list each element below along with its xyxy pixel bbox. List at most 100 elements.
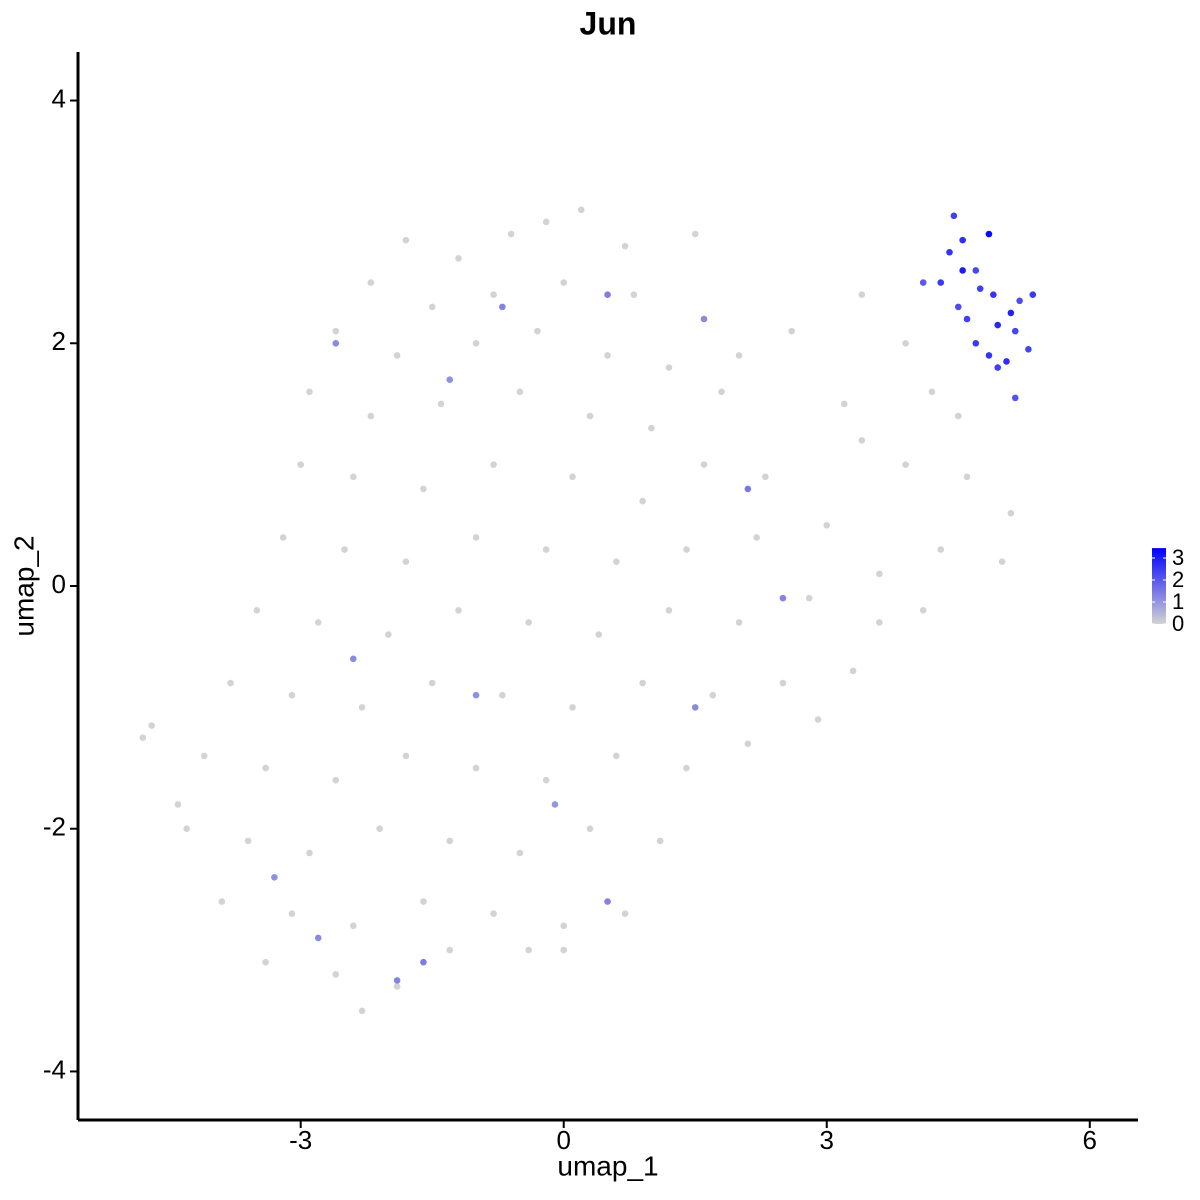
point <box>402 236 410 244</box>
point <box>472 339 480 347</box>
point <box>700 315 708 323</box>
point <box>560 279 568 286</box>
point <box>954 303 962 311</box>
point <box>959 267 966 274</box>
point <box>183 825 191 833</box>
point <box>849 667 857 675</box>
point <box>691 230 699 238</box>
point <box>691 704 699 711</box>
point <box>613 752 620 760</box>
point <box>902 339 909 347</box>
point <box>376 825 383 833</box>
point <box>858 437 866 444</box>
point <box>683 764 690 772</box>
point <box>525 946 532 954</box>
point <box>499 691 506 699</box>
point <box>560 946 568 954</box>
point <box>139 734 147 742</box>
point <box>551 801 559 808</box>
point <box>700 461 708 468</box>
point <box>420 485 427 493</box>
point <box>762 473 769 481</box>
point <box>630 291 638 299</box>
point <box>595 631 603 638</box>
point <box>420 958 427 966</box>
point <box>919 279 927 286</box>
point <box>367 412 375 420</box>
point <box>963 315 971 323</box>
point <box>990 291 997 299</box>
point <box>569 473 576 481</box>
point <box>490 461 497 468</box>
point <box>490 291 497 299</box>
x-tick-label: 3 <box>820 1125 834 1155</box>
point <box>525 619 532 626</box>
point <box>385 631 392 638</box>
point <box>621 242 629 250</box>
point <box>253 606 261 614</box>
x-tick-label: 6 <box>1083 1125 1097 1155</box>
point <box>656 837 664 845</box>
point <box>998 558 1006 566</box>
y-tick-label: -4 <box>43 1054 66 1084</box>
point <box>919 606 927 614</box>
x-axis-title: umap_1 <box>557 1150 658 1181</box>
point <box>683 546 690 553</box>
point <box>332 327 340 335</box>
point <box>262 764 269 772</box>
point <box>358 1007 366 1015</box>
point <box>994 321 1002 329</box>
colorbar-label: 2 <box>1172 567 1184 592</box>
point <box>1007 309 1015 317</box>
point <box>174 801 182 808</box>
point <box>985 352 993 359</box>
point <box>262 958 269 966</box>
point <box>604 352 611 359</box>
point <box>472 691 480 699</box>
point <box>586 825 594 833</box>
point <box>1003 358 1010 365</box>
point <box>200 752 208 760</box>
point <box>446 376 454 383</box>
point <box>446 946 454 954</box>
point <box>718 388 725 396</box>
point <box>516 849 524 857</box>
point <box>472 764 480 772</box>
point <box>402 752 410 760</box>
point <box>577 206 585 214</box>
colorbar-label: 1 <box>1172 589 1184 614</box>
point <box>271 873 278 881</box>
colorbar-label: 0 <box>1172 611 1184 636</box>
point <box>393 352 401 359</box>
point <box>744 485 752 493</box>
point <box>314 619 322 626</box>
point <box>306 388 313 396</box>
point <box>420 898 427 905</box>
point <box>288 691 296 699</box>
point <box>788 327 795 335</box>
y-tick-label: 0 <box>52 569 66 599</box>
point <box>1011 394 1019 402</box>
point <box>1011 327 1019 335</box>
point <box>332 776 340 784</box>
point <box>306 849 313 857</box>
point <box>314 934 322 942</box>
point <box>367 279 375 286</box>
point <box>972 267 980 274</box>
point <box>455 255 462 262</box>
point <box>779 594 787 602</box>
point <box>735 352 743 359</box>
point <box>972 339 980 347</box>
point <box>985 230 993 238</box>
point <box>950 212 958 220</box>
point <box>393 983 401 990</box>
point <box>472 534 480 541</box>
point <box>928 388 936 396</box>
point <box>954 412 962 420</box>
point <box>350 655 357 663</box>
point <box>1029 291 1037 299</box>
point <box>639 497 646 505</box>
point <box>937 279 945 286</box>
point <box>994 364 1002 371</box>
point <box>639 679 646 687</box>
